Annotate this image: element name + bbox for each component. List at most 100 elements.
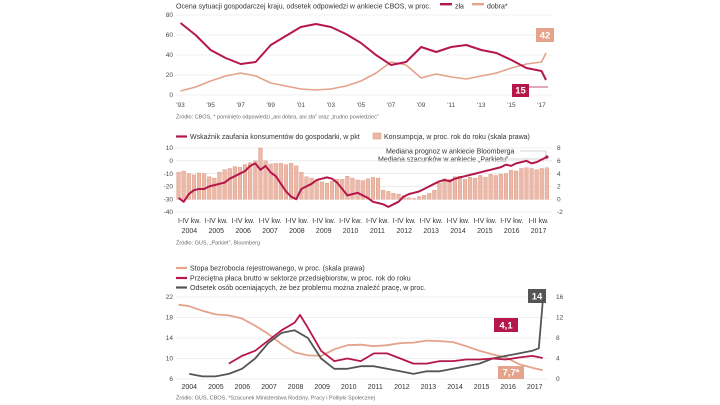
chart2-consumption-bar (273, 163, 278, 200)
chart2-callout-parkiet: Mediana szacunków w ankiecie „Parkietu” (378, 157, 509, 164)
chart2-consumption-bar (222, 169, 227, 200)
chart2-consumption-bar (503, 173, 508, 200)
chart2-consumption-bar (493, 175, 498, 200)
chart3-wage-value-box (494, 318, 518, 332)
chart1-legend-zla-swatch (440, 3, 452, 6)
chart3-year-label: 2016 (500, 384, 516, 391)
chart2-year-label: 2015 (477, 228, 493, 235)
chart2-consumption-bar (309, 177, 314, 200)
chart2-consumption-bar (417, 196, 422, 200)
chart1-source: Źródło: CBOS, * pominięto odpowiedzi „an… (176, 114, 379, 121)
chart2-consumption-bar (289, 163, 294, 200)
chart2-consumption-bar (314, 179, 319, 200)
chart2-consumption-bar (381, 189, 386, 200)
chart2-left-tick-label: -30 (164, 196, 174, 203)
chart3-year-label: 2005 (208, 384, 224, 391)
chart2-consumption-bar (237, 166, 242, 200)
chart3-legend-jobs: Odsetek osób oceniających, że bez proble… (190, 285, 426, 292)
chart2-quarter-label: I-IV kw. (312, 218, 335, 225)
chart1-y-tick-label: 80 (166, 12, 174, 19)
chart2-consumption-bar (534, 169, 539, 200)
chart1-x-tick-label: '05 (357, 102, 366, 109)
chart1-y-tick-label: 0 (169, 92, 173, 99)
chart2-consumption-bar (376, 177, 381, 200)
chart2-consumption-bar (468, 177, 473, 200)
chart2-quarter-label: I-IV kw. (473, 218, 496, 225)
chart3-legend-unemployment: Stopa bezrobocia rejestrowanego, w proc.… (190, 266, 365, 273)
chart2-year-label: 2005 (208, 228, 224, 235)
chart2-consumption-bar (345, 175, 350, 200)
chart2-right-tick-label: 4 (557, 171, 561, 178)
chart3-year-label: 2011 (368, 384, 383, 391)
chart2-legend-consumption: Konsumpcja, w proc. rok do roku (skala p… (384, 134, 530, 141)
chart1-x-tick-label: '13 (477, 102, 486, 109)
chart3-right-tick-label: 4 (556, 356, 560, 363)
chart1-x-tick-label: '09 (417, 102, 426, 109)
chart2-right-tick-label: 6 (557, 158, 561, 165)
chart2-left-tick-label: -20 (164, 184, 174, 191)
chart3-source: Źródło: GUS, CBOS, *Szacunek Ministerstw… (176, 395, 375, 402)
chart2-left-tick-label: 0 (169, 158, 173, 165)
chart2-consumption-bar (242, 164, 248, 200)
chart2-year-label: 2006 (235, 228, 251, 235)
chart2-callout-bloomberg: Mediana prognoz w ankiecie Bloomberga (386, 149, 515, 156)
chart1-zla-value: 15 (515, 86, 526, 97)
chart3-right-tick-label: 0 (556, 376, 560, 383)
chart2-quarter-label: I-IV kw. (178, 218, 201, 225)
chart2-consumption-bar (457, 175, 462, 200)
chart3-year-label: 2006 (235, 384, 251, 391)
chart2-quarter-label: I-IV kw. (259, 218, 282, 225)
chart2-left-tick-label: 10 (166, 145, 174, 152)
chart2-consumption-bar (330, 181, 335, 200)
chart1-x-tick-label: '01 (297, 102, 306, 109)
chart3-unemployment-value-box (498, 366, 524, 379)
chart2-consumption-bar (212, 177, 217, 200)
chart3-left-tick-label: 14 (166, 335, 174, 342)
chart1-dobra-value: 42 (540, 31, 551, 42)
chart2-consumption-bar (427, 193, 432, 200)
chart2-year-label: 2008 (289, 228, 305, 235)
chart2-consumption-bar (324, 182, 329, 200)
chart1-x-tick-label: '11 (447, 102, 455, 109)
chart1-series-zla (179, 22, 547, 81)
chart2-consumption-bar (498, 173, 503, 200)
chart2-consumption-bar (350, 177, 355, 200)
chart1-x-tick-label: '07 (387, 102, 396, 109)
chart2-quarter-label: I-IV kw. (420, 218, 443, 225)
chart3-series-unemployment (178, 303, 543, 372)
chart2-consumption-bar (227, 168, 232, 200)
chart2-confidence-last-point (545, 155, 549, 159)
chart2-consumption-bar (299, 172, 304, 200)
chart3-left-tick-label: 18 (166, 315, 174, 322)
chart3-unemployment-value: 7,7* (503, 368, 520, 379)
chart1-y-tick-label: 20 (166, 72, 174, 79)
chart2-consumption-bar (406, 197, 411, 200)
chart2-consumption-bar (365, 178, 370, 200)
chart3-jobs-value: 14 (532, 292, 543, 303)
chart2-consumption-bar (386, 191, 391, 200)
chart2-consumption-bar (196, 172, 202, 200)
chart2-consumption-bar (519, 168, 524, 200)
chart1-legend-dobra-swatch (472, 3, 484, 6)
chart3-year-label: 2004 (181, 384, 197, 391)
chart2-right-tick-label: 2 (557, 184, 561, 191)
chart3-wage-value: 4,1 (499, 321, 513, 332)
chart3-series-jobs (189, 302, 544, 378)
chart2-year-label: 2013 (423, 228, 439, 235)
chart1-x-tick-label: '97 (236, 102, 245, 109)
chart2-consumption-bar (442, 178, 447, 200)
chart2-consumption-bar (478, 175, 483, 200)
chart2-consumption-bar (452, 176, 457, 200)
chart2-quarter-label: I-IV kw. (232, 218, 255, 225)
chart2-consumption-bar (539, 168, 544, 200)
chart2-consumption-bar (176, 172, 181, 200)
chart3-year-label: 2013 (421, 384, 437, 391)
chart2-consumption-bar (529, 168, 534, 200)
chart2-quarter-label: I-IV kw. (339, 218, 362, 225)
chart2-consumption-bar (253, 160, 258, 200)
chart2-right-tick-label: 8 (557, 145, 561, 152)
chart2-year-label: 2012 (396, 228, 412, 235)
chart2-consumption-bar (524, 167, 529, 200)
chart2-consumption-bar (411, 198, 416, 200)
chart2-quarter-label: I-IV kw. (447, 218, 470, 225)
